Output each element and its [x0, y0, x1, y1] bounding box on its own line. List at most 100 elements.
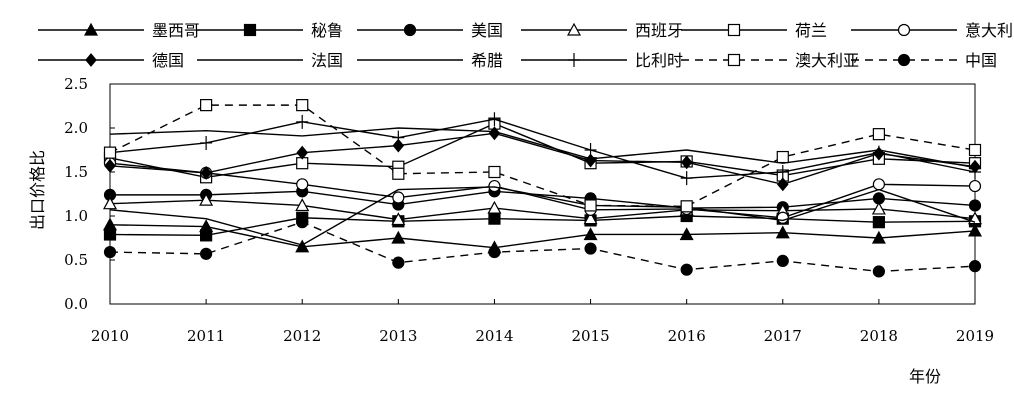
data-point — [775, 225, 790, 239]
data-point — [776, 211, 789, 224]
data-point — [872, 216, 885, 229]
series-line — [109, 104, 976, 208]
x-tick-label: 2011 — [187, 327, 225, 345]
data-point — [296, 99, 309, 112]
data-point — [679, 227, 694, 241]
y-tick-label: 1.0 — [64, 207, 88, 225]
y-axis-title: 出口价格比 — [28, 150, 47, 230]
data-point — [776, 150, 789, 164]
data-point — [583, 227, 598, 241]
legend-item: 德国 — [38, 51, 184, 70]
legend-label: 意大利 — [965, 21, 1013, 40]
y-tick-label: 2.5 — [64, 75, 88, 93]
legend-item: 意大利 — [851, 21, 1013, 40]
legend-swatch-marker — [85, 53, 97, 67]
series-1 — [102, 217, 983, 254]
data-point — [296, 145, 309, 160]
legend-swatch-marker — [566, 22, 582, 36]
data-point — [104, 158, 116, 173]
series-line — [109, 132, 976, 186]
data-point — [680, 263, 693, 276]
data-point — [392, 130, 405, 145]
data-point — [969, 165, 981, 179]
series-9 — [109, 186, 976, 246]
data-point — [102, 196, 118, 210]
series-line — [109, 118, 976, 179]
data-point — [296, 114, 309, 129]
data-point — [584, 143, 597, 157]
legend-swatch-marker — [403, 23, 417, 37]
legend-item: 希腊 — [357, 51, 503, 70]
data-point — [103, 146, 117, 159]
data-point — [680, 200, 693, 213]
x-tick-label: 2016 — [668, 327, 706, 345]
data-point — [295, 198, 310, 212]
legend-item: 秘鲁 — [197, 21, 343, 40]
series-7 — [104, 126, 981, 192]
series-line — [109, 199, 976, 221]
data-point — [488, 179, 501, 193]
legend-item: 法国 — [197, 51, 343, 70]
legend-item: 比利时 — [521, 51, 683, 70]
legend-swatch-marker — [727, 23, 741, 37]
legend-item: 西班牙 — [521, 21, 683, 40]
legend-label: 荷兰 — [795, 21, 827, 40]
data-point — [296, 178, 309, 191]
data-point — [488, 165, 501, 179]
data-point — [871, 230, 886, 244]
plot-area: 0.0 0.5 1.0 1.5 2.0 2.5 2010 2011 2012 2013 2014 20… — [64, 75, 994, 345]
data-point — [872, 265, 885, 278]
legend-swatch-marker — [83, 22, 99, 36]
y-tick-label: 1.5 — [64, 163, 88, 181]
data-point — [872, 128, 885, 141]
data-point — [200, 247, 213, 260]
legend-item: 美国 — [357, 21, 503, 40]
legend-swatch-marker — [897, 23, 911, 37]
data-point — [296, 216, 309, 229]
series-lines — [102, 99, 983, 278]
x-axis-title: 年份 — [909, 367, 941, 386]
data-point — [200, 229, 213, 242]
axes: 0.0 0.5 1.0 1.5 2.0 2.5 2010 2011 2012 2013 2014 20… — [64, 75, 994, 345]
legend-swatch-marker — [568, 53, 580, 67]
legend-item: 中国 — [851, 51, 997, 70]
data-point — [200, 165, 212, 180]
data-point — [200, 135, 213, 150]
legend-item: 澳大利亚 — [681, 51, 859, 70]
legend-label: 墨西哥 — [152, 21, 200, 40]
x-tick-label: 2010 — [91, 327, 129, 345]
data-point — [680, 171, 693, 186]
data-point — [295, 239, 310, 253]
y-tick-label: 0.5 — [64, 251, 88, 269]
legend-label: 澳大利亚 — [795, 51, 859, 70]
data-point — [872, 178, 885, 191]
data-point — [488, 245, 501, 259]
data-point — [968, 260, 982, 273]
data-point — [103, 245, 117, 259]
x-tick-label: 2014 — [475, 327, 513, 345]
x-tick-label: 2019 — [956, 327, 994, 345]
x-tick-label: 2015 — [571, 327, 609, 345]
legend-label: 德国 — [152, 51, 184, 70]
legend-swatch-marker — [727, 53, 741, 67]
data-point — [967, 223, 983, 237]
data-point — [199, 192, 214, 206]
data-point — [871, 201, 886, 215]
legend-label: 希腊 — [471, 51, 503, 70]
legend-swatch-marker — [897, 53, 911, 67]
series-line — [109, 215, 976, 237]
series-8 — [109, 127, 976, 169]
data-point — [487, 200, 502, 214]
legend-swatch-marker — [243, 23, 257, 37]
data-point — [103, 228, 117, 241]
data-point — [392, 167, 405, 180]
x-tick-label: 2018 — [860, 327, 898, 345]
data-point — [776, 177, 789, 192]
series-5 — [103, 117, 982, 184]
data-point — [776, 165, 789, 179]
data-point — [968, 143, 982, 157]
series-line — [109, 224, 976, 249]
legend-label: 法国 — [311, 51, 343, 70]
